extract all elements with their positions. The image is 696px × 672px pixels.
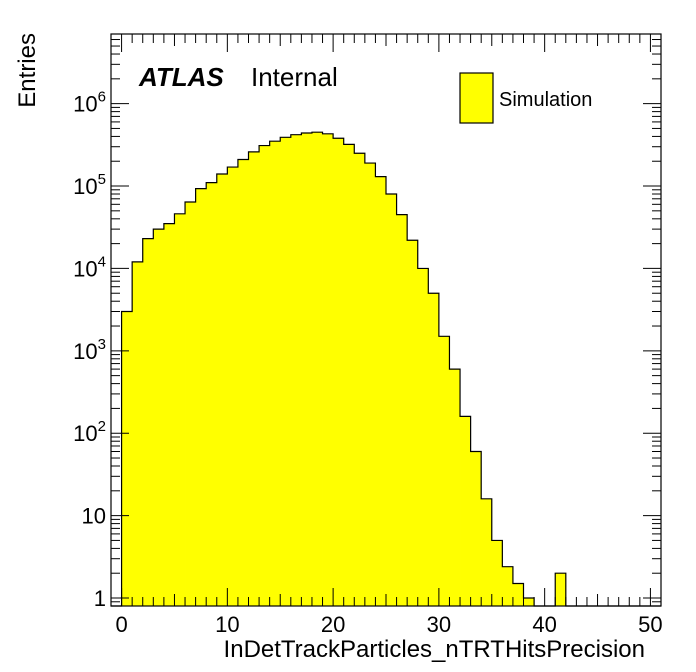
histogram-bar — [417, 268, 429, 606]
x-axis-title: InDetTrackParticles_nTRTHitsPrecision — [224, 636, 645, 663]
atlas-label: ATLAS — [138, 62, 224, 92]
histogram-bar — [132, 261, 144, 606]
x-tick-label: 10 — [215, 612, 239, 637]
x-axis-tick-labels: 0 10 20 30 40 50 — [115, 612, 662, 637]
y-tick-label: 1 — [94, 586, 106, 611]
legend-label-simulation: Simulation — [499, 89, 592, 111]
histogram-bar — [290, 134, 302, 606]
y-axis-tick-labels: 1 10 102 103 104 105 106 — [73, 89, 106, 611]
histogram-bar — [227, 167, 239, 606]
y-axis-ticks — [111, 33, 661, 607]
histogram-bar — [343, 144, 355, 606]
y-tick-label: 104 — [73, 253, 106, 281]
histogram-outline — [111, 131, 661, 607]
histogram-bar — [428, 293, 440, 606]
histogram-bar — [555, 573, 567, 606]
legend: Simulation — [459, 72, 592, 124]
histogram-bar — [491, 540, 503, 606]
histogram-bar — [449, 369, 461, 606]
histogram-bar — [438, 336, 450, 606]
histogram-bar — [460, 416, 472, 606]
histogram-bar — [512, 583, 524, 606]
y-axis-title: Entries — [14, 33, 41, 108]
histogram-bar — [163, 223, 175, 606]
y-tick-label: 103 — [73, 336, 106, 364]
histogram-bar — [502, 566, 514, 606]
y-tick-label: 10 — [82, 504, 106, 529]
histogram-bar — [206, 182, 218, 606]
histogram-bar — [280, 137, 292, 606]
histogram-bar — [301, 133, 313, 607]
internal-label: Internal — [251, 62, 338, 92]
legend-swatch — [459, 72, 494, 124]
histogram-bar — [396, 214, 408, 606]
histogram-bar — [470, 451, 482, 606]
histogram-bar — [121, 311, 133, 606]
histogram-bar — [195, 188, 207, 606]
histogram-bar — [185, 202, 197, 606]
x-tick-label: 30 — [427, 612, 451, 637]
histogram-bar — [386, 194, 397, 607]
histogram-bars — [121, 132, 567, 607]
x-tick-label: 0 — [115, 612, 127, 637]
histogram-bar — [237, 159, 249, 606]
histogram-bar — [333, 138, 345, 606]
y-tick-label: 102 — [73, 418, 106, 446]
histogram-bar — [248, 151, 260, 606]
y-tick-label: 106 — [73, 89, 106, 117]
histogram-bar — [153, 229, 165, 607]
x-tick-label: 40 — [532, 612, 556, 637]
histogram-bar — [354, 153, 366, 607]
x-tick-label: 20 — [321, 612, 345, 637]
histogram-bar — [259, 145, 271, 606]
histogram-bar — [375, 176, 387, 607]
histogram-bar — [322, 133, 334, 606]
histogram-bar — [174, 213, 186, 606]
histogram-bar — [523, 598, 535, 606]
x-tick-label: 50 — [638, 612, 662, 637]
histogram-bar — [216, 173, 228, 606]
histogram-bar — [407, 240, 419, 606]
x-axis-ticks — [110, 34, 662, 606]
histogram-bar — [142, 238, 154, 607]
histogram-bar — [269, 141, 281, 606]
y-tick-label: 105 — [73, 171, 106, 199]
histogram-bar — [364, 163, 376, 606]
histogram-bar — [311, 132, 323, 606]
histogram-bar — [481, 498, 493, 606]
